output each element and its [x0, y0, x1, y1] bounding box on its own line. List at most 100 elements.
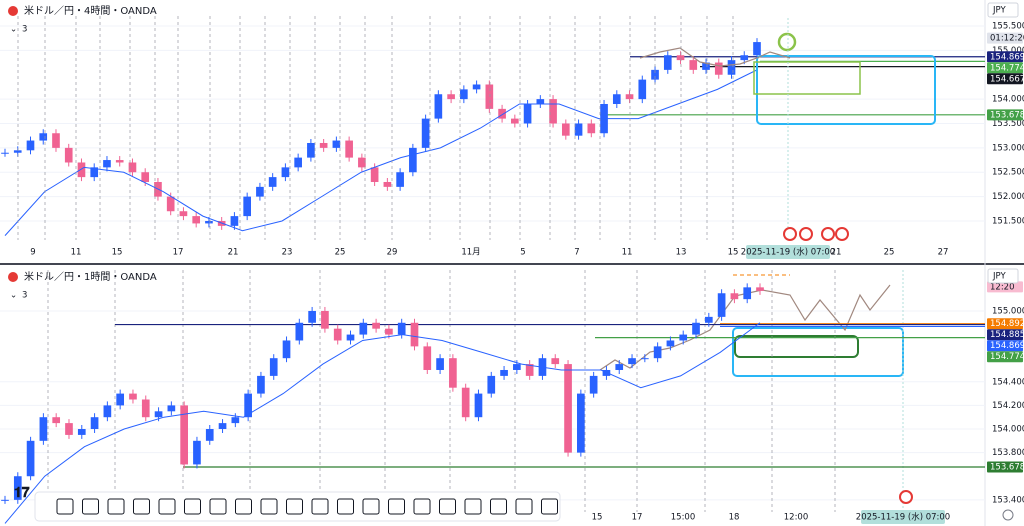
event-icon[interactable]: [835, 227, 849, 241]
tool-button[interactable]: [56, 498, 74, 515]
currency-label: JPY: [992, 272, 1006, 282]
candle: [753, 42, 761, 56]
collapse-icon[interactable]: ⌄: [10, 291, 17, 301]
tool-button[interactable]: [362, 498, 380, 515]
candle: [166, 196, 175, 212]
projection: [639, 47, 791, 67]
candle: [385, 328, 393, 335]
x-tick-label: 11: [71, 248, 82, 258]
candle: [319, 142, 328, 148]
tool-button[interactable]: [133, 498, 150, 515]
candle: [193, 440, 201, 465]
candle: [257, 375, 265, 394]
currency-box[interactable]: [987, 2, 1019, 18]
candle: [370, 167, 379, 182]
candle: [383, 181, 392, 187]
candle: [525, 364, 534, 376]
tool-button[interactable]: [184, 498, 201, 515]
tool-button[interactable]: [413, 498, 431, 515]
candle: [564, 364, 572, 453]
x-tick-label: 7: [574, 248, 579, 258]
candle: [39, 417, 48, 441]
x-tick-label: 5: [520, 248, 525, 258]
x-tick-label: 25: [884, 248, 895, 258]
tool-button[interactable]: [337, 498, 354, 515]
candle: [52, 417, 61, 424]
y-tick-label: 154.000: [992, 425, 1024, 435]
y-tick-label: 154.000: [992, 95, 1024, 105]
candle: [704, 316, 713, 323]
tool-button[interactable]: [286, 498, 303, 515]
candle: [90, 417, 99, 430]
tool-button[interactable]: [82, 498, 99, 515]
candle: [90, 167, 99, 178]
y-tick-label: 154.200: [992, 401, 1024, 411]
tool-button[interactable]: [388, 498, 405, 515]
candle: [116, 393, 125, 406]
candle: [612, 94, 621, 104]
candle: [498, 108, 506, 119]
event-icon[interactable]: [821, 227, 835, 241]
candle: [743, 287, 752, 300]
chart-title: 米ドル／円・1時間・OANDA: [24, 270, 157, 283]
tool-button[interactable]: [464, 498, 482, 515]
tool-button[interactable]: [515, 498, 533, 515]
currency-box[interactable]: [987, 268, 1019, 284]
candle: [13, 476, 22, 500]
candle: [730, 293, 739, 300]
y-tick-label: 153.400: [992, 495, 1024, 505]
candle: [295, 322, 304, 341]
candle: [523, 103, 532, 124]
candle: [472, 84, 481, 90]
x-tick-label: 15:00: [671, 513, 696, 523]
tool-button[interactable]: [541, 498, 558, 515]
tool-button[interactable]: [209, 498, 227, 515]
candle: [717, 293, 726, 317]
candle: [653, 346, 662, 359]
y-tick-label: 153.500: [992, 119, 1024, 129]
candle: [513, 364, 521, 370]
candle: [500, 369, 508, 376]
tool-button[interactable]: [311, 498, 329, 515]
candle: [345, 140, 353, 158]
price-tag: [987, 329, 1023, 341]
candle: [574, 123, 583, 136]
collapse-icon[interactable]: ⌄: [10, 25, 17, 35]
zone-box: [753, 61, 861, 95]
candle: [740, 55, 749, 61]
candle: [536, 99, 545, 104]
candle: [434, 94, 443, 119]
candle: [666, 340, 675, 347]
x-tick-label: 29: [387, 248, 398, 258]
tool-button[interactable]: [490, 498, 507, 515]
settings-icon[interactable]: [1002, 509, 1014, 521]
price-tag-text: 154.667: [990, 74, 1024, 84]
event-icon[interactable]: [899, 490, 913, 504]
candle: [487, 375, 496, 394]
tool-button[interactable]: [439, 498, 456, 515]
event-icon[interactable]: [783, 227, 797, 241]
candle: [651, 69, 659, 80]
candle: [179, 211, 188, 217]
price-tag: [987, 62, 1023, 74]
candle: [282, 340, 291, 359]
tool-button[interactable]: [260, 498, 278, 515]
date-tag-text: 2025-11-19 (水) 07:00: [856, 512, 950, 523]
tool-button[interactable]: [158, 498, 176, 515]
price-tag: [987, 73, 1023, 85]
tool-button[interactable]: [235, 498, 252, 515]
candle: [141, 399, 150, 418]
candle: [460, 89, 468, 100]
chart-title: 米ドル／円・4時間・OANDA: [24, 4, 157, 17]
event-icon[interactable]: [799, 227, 813, 241]
candle: [410, 322, 419, 347]
candle: [180, 405, 188, 465]
tool-button[interactable]: [107, 498, 125, 515]
x-tick-label: 21: [228, 248, 239, 258]
candle: [676, 55, 685, 61]
candle: [561, 123, 570, 136]
candle: [663, 55, 672, 70]
candle: [346, 334, 355, 341]
x-tick-label: 17: [173, 248, 184, 258]
candle: [396, 172, 404, 187]
